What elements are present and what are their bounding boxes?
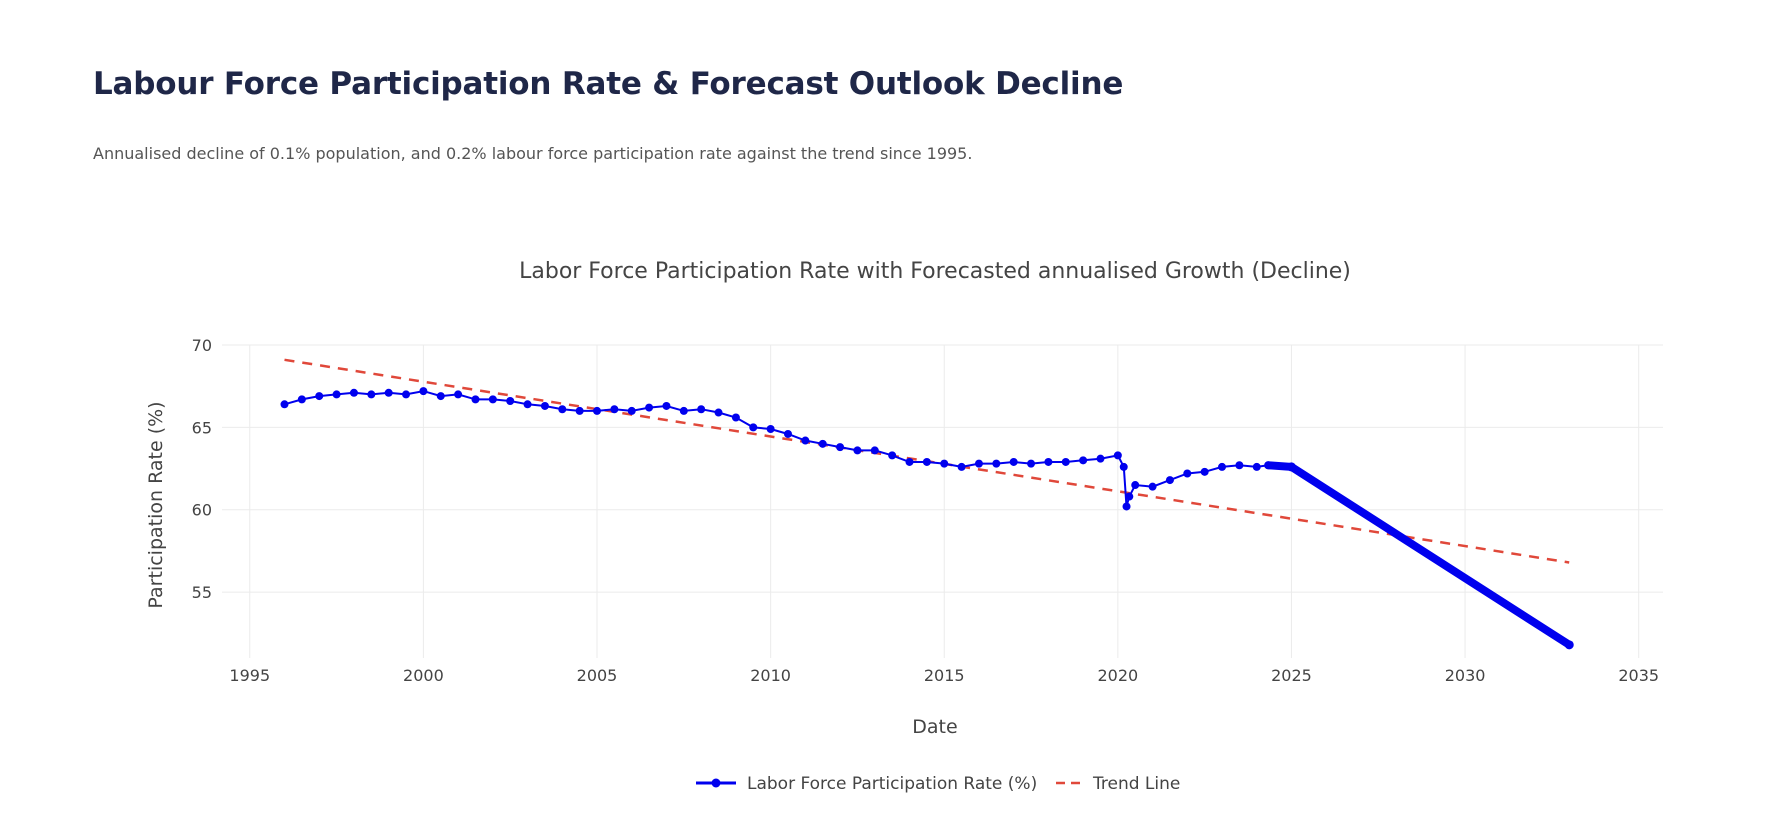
actual-series-point (679, 406, 688, 415)
actual-series-point (1061, 457, 1070, 466)
actual-series-point (1009, 457, 1018, 466)
actual-series-point (645, 403, 654, 412)
actual-series-point (593, 406, 602, 415)
actual-series-point (714, 408, 723, 417)
actual-series-point (315, 392, 324, 401)
actual-series-point (540, 401, 549, 410)
actual-series-point (558, 405, 567, 414)
actual-series-point (731, 413, 740, 422)
x-tick-label: 2030 (1445, 666, 1486, 685)
actual-series-point (1183, 469, 1192, 478)
actual-series-point (766, 425, 775, 434)
actual-series-point (1252, 462, 1261, 471)
actual-series-point (818, 439, 827, 448)
chart-title: Labor Force Participation Rate with Fore… (519, 259, 1351, 284)
x-tick-label: 1995 (229, 666, 270, 685)
actual-series-point (836, 443, 845, 452)
actual-series-point (1096, 454, 1105, 463)
actual-series-point (488, 395, 497, 404)
actual-series-point (1027, 459, 1036, 468)
actual-series-point (749, 423, 758, 432)
y-tick-label: 70 (192, 336, 212, 355)
x-tick-label: 2005 (577, 666, 618, 685)
actual-series-point (575, 406, 584, 415)
actual-series-point (1113, 451, 1122, 460)
actual-series-point (523, 400, 532, 409)
actual-series-point (662, 401, 671, 410)
actual-series-point (436, 392, 445, 401)
actual-series-point (1148, 482, 1157, 491)
actual-series-point (454, 390, 463, 399)
actual-series-point (349, 388, 358, 397)
actual-series-point (905, 457, 914, 466)
forecast-line (1264, 461, 1574, 649)
actual-series-point (888, 451, 897, 460)
legend-marker-actual (711, 778, 721, 788)
forecast-point-start (1286, 462, 1296, 472)
actual-series-point (610, 405, 619, 414)
x-axis-ticks: 1995 2000 2005 2010 2015 2020 2025 2030 2035 (229, 666, 1659, 685)
actual-series-point (280, 400, 289, 409)
x-tick-label: 2000 (403, 666, 444, 685)
x-tick-label: 2025 (1271, 666, 1312, 685)
x-tick-label: 2035 (1618, 666, 1659, 685)
x-tick-label: 2020 (1097, 666, 1138, 685)
plot-area (280, 358, 1574, 650)
actual-series-point (1044, 457, 1053, 466)
actual-series-point (1235, 461, 1244, 470)
actual-series-point (697, 405, 706, 414)
actual-series-point (384, 388, 393, 397)
y-axis-ticks: 55 60 65 70 (192, 336, 212, 602)
actual-series-point (940, 459, 949, 468)
actual-series-point (974, 459, 983, 468)
actual-series-point (1119, 462, 1128, 471)
x-tick-label: 2015 (924, 666, 965, 685)
x-tick-label: 2010 (750, 666, 791, 685)
actual-series-point (1125, 492, 1134, 501)
actual-series-point (853, 446, 862, 455)
y-tick-label: 55 (192, 583, 212, 602)
actual-series-line (284, 390, 1269, 507)
actual-series-point (367, 390, 376, 399)
actual-series-point (1122, 502, 1131, 511)
page-title: Labour Force Participation Rate & Foreca… (93, 66, 1124, 102)
legend-label-trend: Trend Line (1092, 774, 1180, 794)
actual-series-point (1131, 481, 1140, 490)
actual-series-point (297, 395, 306, 404)
actual-series-point (627, 406, 636, 415)
actual-series-point (471, 395, 480, 404)
actual-series-point (332, 390, 341, 399)
actual-series-point (1200, 467, 1209, 476)
actual-series-point (992, 459, 1001, 468)
actual-series-point (870, 446, 879, 455)
y-axis-label: Participation Rate (%) (145, 401, 167, 608)
actual-series-point (506, 397, 515, 406)
actual-series-point (957, 462, 966, 471)
chart-legend: Labor Force Participation Rate (%) Trend … (696, 774, 1180, 794)
page-subtitle: Annualised decline of 0.1% population, a… (93, 144, 973, 163)
actual-series-point (419, 387, 428, 396)
actual-series-point (402, 390, 411, 399)
y-tick-label: 60 (192, 501, 212, 520)
actual-series-point (922, 457, 931, 466)
x-axis-label: Date (912, 716, 957, 738)
actual-series-point (1079, 456, 1088, 465)
actual-series-point (1218, 462, 1227, 471)
actual-series-point (801, 436, 810, 445)
chart-grid (222, 344, 1663, 658)
legend-label-actual: Labor Force Participation Rate (%) (747, 774, 1037, 794)
y-tick-label: 65 (192, 418, 212, 437)
forecast-point-end (1564, 640, 1574, 650)
actual-series-point (1165, 476, 1174, 485)
actual-series-point (783, 429, 792, 438)
